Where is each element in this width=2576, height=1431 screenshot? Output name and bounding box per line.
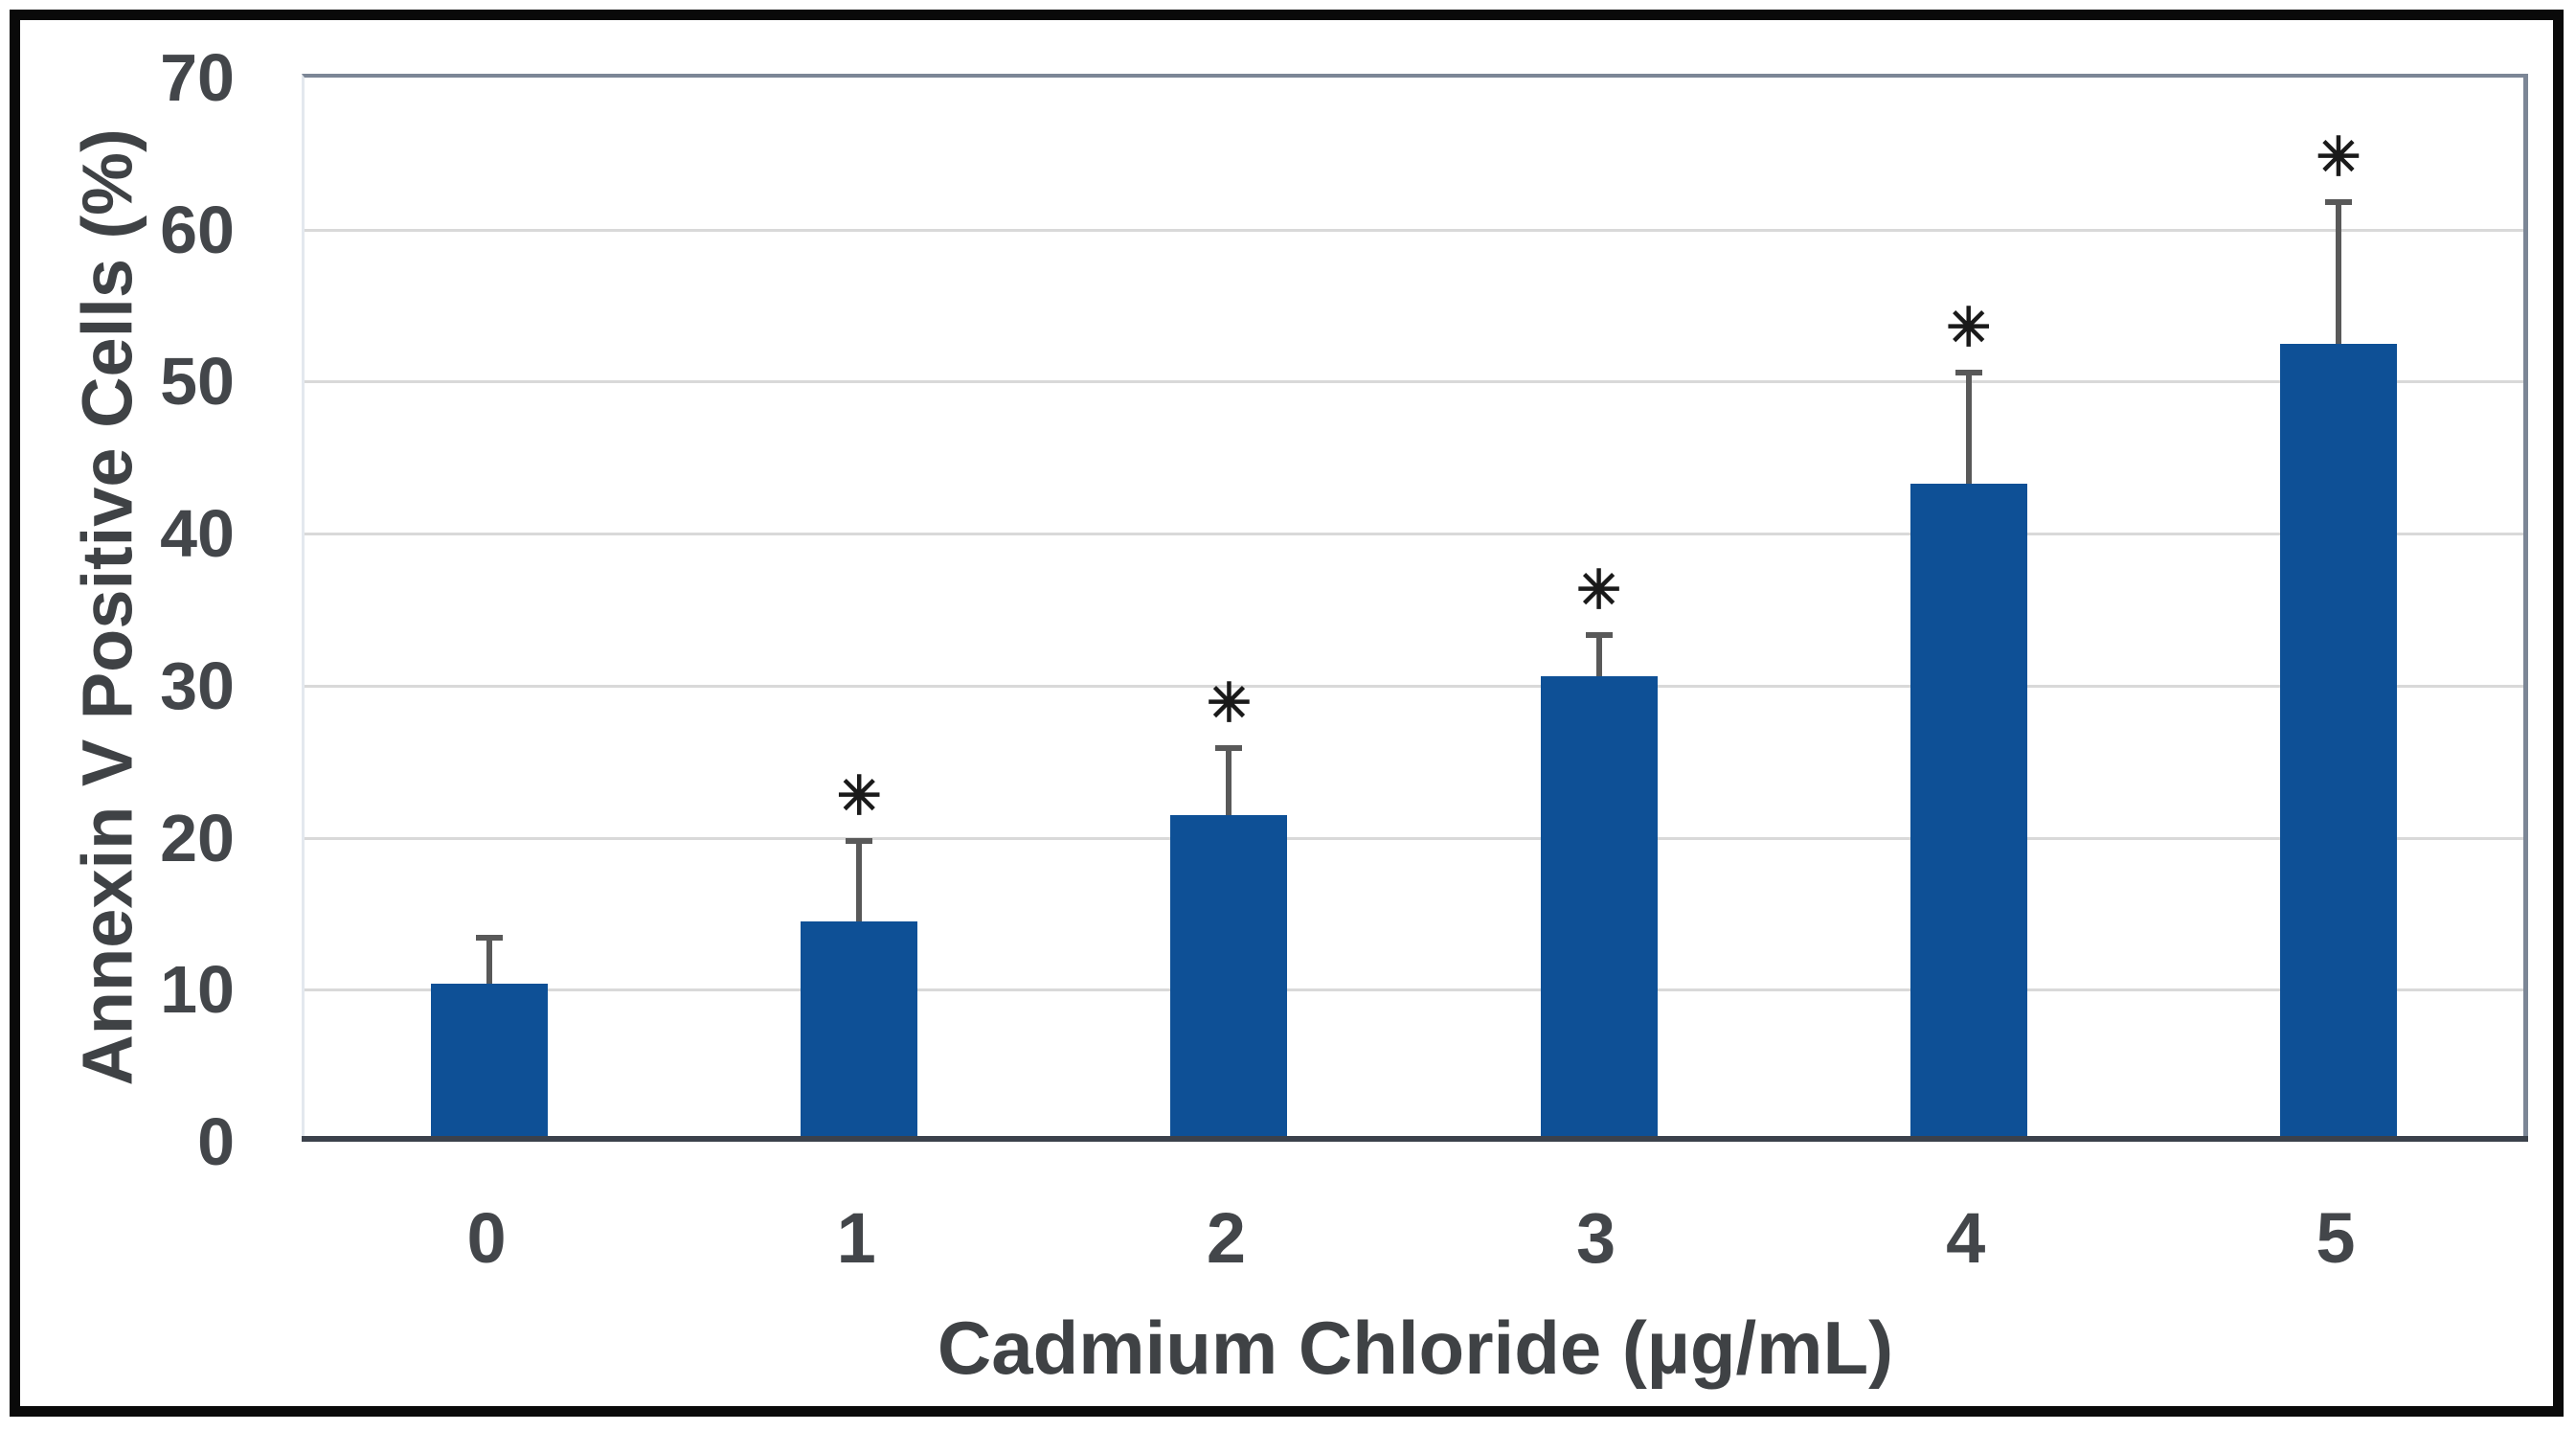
error-bar-stem-4 [1965, 369, 1972, 484]
x-tick-label-1: 1 [836, 1198, 876, 1278]
significance-asterisk-4: ✳ [1946, 296, 1992, 357]
x-tick-label-3: 3 [1576, 1198, 1616, 1278]
error-bar-stem-5 [2335, 198, 2341, 344]
bar-5 [2279, 343, 2397, 1142]
y-tick-label-30: 30 [160, 647, 235, 723]
error-bar-cap-4 [1955, 369, 1982, 375]
y-axis-title: Annexin V Positive Cells (%) [67, 128, 147, 1086]
y-tick-label-20: 20 [160, 800, 235, 875]
x-axis-line [302, 1136, 2528, 1142]
gridline-y30 [305, 684, 2523, 688]
significance-asterisk-5: ✳ [2316, 125, 2361, 187]
gridline-y10 [305, 988, 2523, 992]
error-bar-stem-0 [486, 935, 493, 984]
x-tick-label-4: 4 [1946, 1198, 1986, 1278]
gridline-y20 [305, 836, 2523, 840]
gridline-y60 [305, 228, 2523, 232]
error-bar-stem-1 [856, 837, 863, 921]
error-bar-stem-3 [1595, 632, 1602, 677]
x-axis-title: Cadmium Chloride (µg/mL) [937, 1306, 1894, 1390]
y-tick-label-10: 10 [160, 952, 235, 1028]
significance-asterisk-3: ✳ [1576, 559, 1622, 621]
gridline-y40 [305, 533, 2523, 536]
bar-4 [1909, 483, 2027, 1142]
error-bar-stem-2 [1226, 744, 1232, 815]
error-bar-cap-0 [476, 935, 504, 942]
plot-area: ✳ ✳ ✳ ✳ ✳ [302, 74, 2528, 1142]
bar-3 [1540, 676, 1658, 1142]
y-tick-label-70: 70 [160, 40, 235, 115]
y-tick-label-0: 0 [197, 1104, 235, 1179]
error-bar-cap-2 [1215, 744, 1243, 751]
y-tick-label-50: 50 [160, 344, 235, 420]
error-bar-cap-3 [1585, 632, 1613, 639]
x-tick-label-5: 5 [2316, 1198, 2356, 1278]
bar-2 [1170, 814, 1288, 1142]
x-tick-label-0: 0 [466, 1198, 507, 1278]
error-bar-cap-1 [846, 837, 873, 844]
gridline-y50 [305, 380, 2523, 384]
significance-asterisk-1: ✳ [836, 764, 882, 826]
significance-asterisk-2: ✳ [1206, 671, 1252, 733]
y-tick-label-60: 60 [160, 192, 235, 267]
x-tick-label-2: 2 [1206, 1198, 1246, 1278]
y-tick-label-40: 40 [160, 496, 235, 572]
bar-1 [801, 920, 918, 1142]
error-bar-cap-5 [2324, 198, 2352, 205]
bar-0 [431, 983, 549, 1142]
